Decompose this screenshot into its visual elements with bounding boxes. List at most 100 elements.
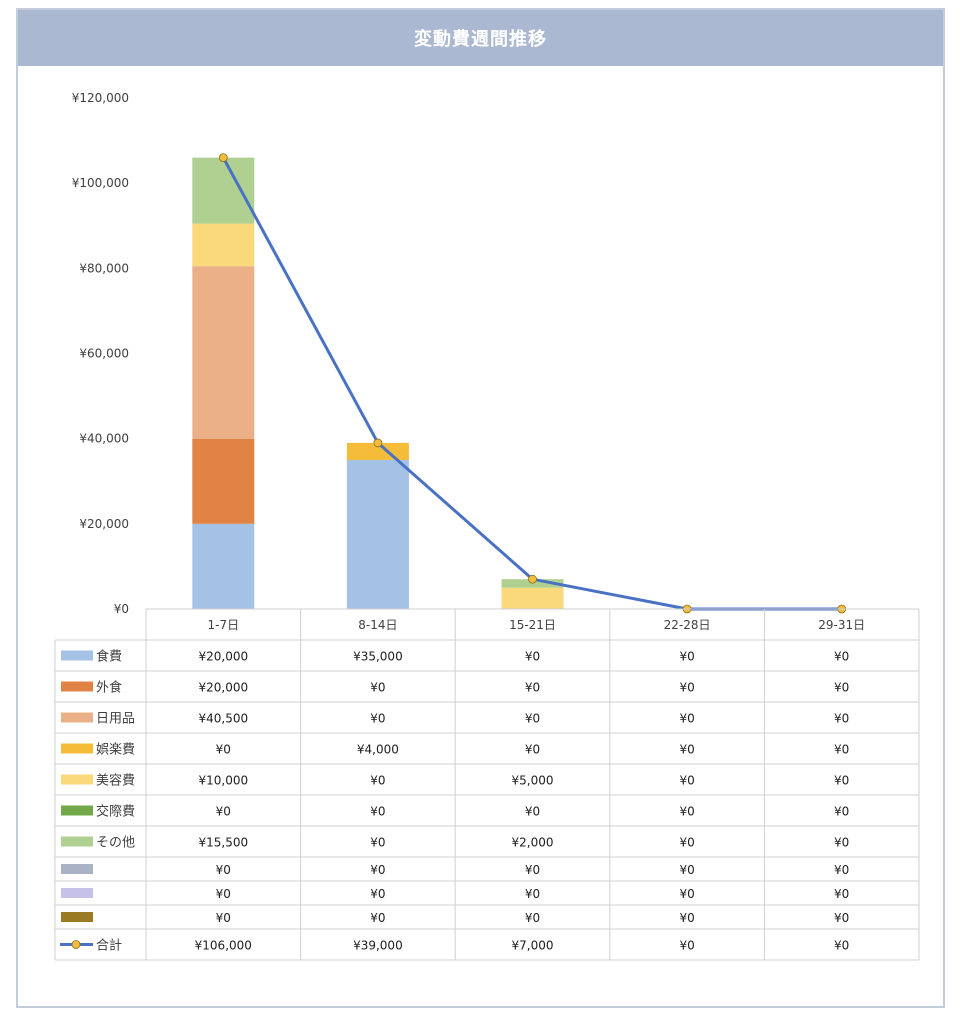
table-cell: ¥0 bbox=[525, 863, 540, 877]
table-cell: ¥0 bbox=[370, 911, 385, 925]
table-cell: ¥0 bbox=[679, 650, 694, 664]
x-tick-label: 29-31日 bbox=[818, 618, 865, 632]
y-tick-label: ¥80,000 bbox=[79, 261, 129, 275]
total-line bbox=[221, 156, 842, 611]
table-cell: ¥40,500 bbox=[198, 712, 248, 726]
table-cell: ¥0 bbox=[370, 805, 385, 819]
table-cell: ¥0 bbox=[525, 887, 540, 901]
y-tick-label: ¥40,000 bbox=[79, 432, 129, 446]
chart-frame: 変動費週間推移 bbox=[16, 8, 945, 1008]
table-cell: ¥0 bbox=[370, 681, 385, 695]
table-cell: ¥0 bbox=[679, 743, 694, 757]
table-cell: ¥20,000 bbox=[198, 681, 248, 695]
table-cell: ¥0 bbox=[370, 863, 385, 877]
table-cell: ¥7,000 bbox=[512, 939, 554, 953]
legend-key bbox=[61, 888, 93, 898]
legend-key bbox=[61, 774, 93, 785]
table-cell: ¥0 bbox=[216, 805, 231, 819]
total-point bbox=[373, 438, 383, 448]
bar-segment bbox=[346, 459, 409, 609]
x-tick-label: 15-21日 bbox=[509, 618, 556, 632]
table-cell: ¥0 bbox=[525, 805, 540, 819]
table-cell: ¥0 bbox=[216, 887, 231, 901]
table-cell: ¥0 bbox=[525, 712, 540, 726]
table-cell: ¥35,000 bbox=[353, 650, 403, 664]
bar-segment bbox=[192, 438, 255, 524]
table-cell: ¥0 bbox=[525, 650, 540, 664]
table-cell: ¥0 bbox=[679, 887, 694, 901]
table-cell: ¥0 bbox=[834, 911, 849, 925]
legend-label: 外食 bbox=[96, 680, 122, 696]
x-tick-label: 8-14日 bbox=[358, 618, 397, 632]
table-cell: ¥4,000 bbox=[357, 743, 399, 757]
table-cell: ¥0 bbox=[216, 743, 231, 757]
table-cell: ¥0 bbox=[834, 863, 849, 877]
table-cell: ¥0 bbox=[525, 743, 540, 757]
table-cell: ¥0 bbox=[679, 774, 694, 788]
legend-label: 合計 bbox=[96, 938, 122, 954]
y-tick-label: ¥60,000 bbox=[79, 347, 129, 361]
table-cell: ¥0 bbox=[370, 712, 385, 726]
table-cell: ¥0 bbox=[834, 774, 849, 788]
table-cell: ¥0 bbox=[525, 681, 540, 695]
table-cell: ¥0 bbox=[834, 887, 849, 901]
table-cell: ¥0 bbox=[834, 743, 849, 757]
table-cell: ¥0 bbox=[834, 939, 849, 953]
y-tick-label: ¥100,000 bbox=[72, 176, 129, 190]
legend-label: 娯楽費 bbox=[96, 742, 135, 758]
legend-key bbox=[61, 805, 93, 816]
table-cell: ¥0 bbox=[679, 863, 694, 877]
table-cell: ¥0 bbox=[679, 681, 694, 695]
bar-segment bbox=[192, 157, 255, 224]
table-cell: ¥15,500 bbox=[198, 836, 248, 850]
table-cell: ¥0 bbox=[834, 836, 849, 850]
table-cell: ¥0 bbox=[679, 836, 694, 850]
table-cell: ¥0 bbox=[216, 863, 231, 877]
table-cell: ¥0 bbox=[834, 650, 849, 664]
table-cell: ¥0 bbox=[834, 681, 849, 695]
chart-title: 変動費週間推移 bbox=[414, 29, 547, 50]
table-cell: ¥0 bbox=[679, 805, 694, 819]
y-tick-label: ¥120,000 bbox=[72, 91, 129, 105]
table-cell: ¥39,000 bbox=[353, 939, 403, 953]
bar-segment bbox=[192, 523, 255, 609]
table-cell: ¥2,000 bbox=[512, 836, 554, 850]
y-tick-label: ¥20,000 bbox=[79, 517, 129, 531]
table-cell: ¥0 bbox=[834, 712, 849, 726]
legend-key bbox=[61, 681, 93, 692]
legend-label: 食費 bbox=[96, 649, 122, 665]
legend-label: 美容費 bbox=[96, 773, 135, 789]
table-cell: ¥0 bbox=[370, 774, 385, 788]
legend-key bbox=[61, 864, 93, 874]
table-cell: ¥0 bbox=[370, 887, 385, 901]
table-cell: ¥0 bbox=[370, 836, 385, 850]
table-cell: ¥0 bbox=[679, 911, 694, 925]
title-bar: 変動費週間推移 bbox=[18, 10, 943, 66]
legend-label: 交際費 bbox=[96, 804, 135, 820]
table-cell: ¥106,000 bbox=[195, 939, 252, 953]
legend-key-marker bbox=[71, 940, 81, 949]
x-tick-label: 22-28日 bbox=[664, 618, 711, 632]
y-tick-label: ¥0 bbox=[114, 602, 129, 616]
legend-key bbox=[61, 743, 93, 754]
legend-label: 日用品 bbox=[96, 712, 135, 727]
legend-key bbox=[61, 912, 93, 922]
legend-key bbox=[61, 650, 93, 661]
bar-segment bbox=[192, 223, 255, 267]
table-cell: ¥20,000 bbox=[198, 650, 248, 664]
table-cell: ¥5,000 bbox=[512, 774, 554, 788]
table-cell: ¥0 bbox=[834, 805, 849, 819]
table-cell: ¥0 bbox=[525, 911, 540, 925]
total-point bbox=[218, 153, 228, 163]
x-tick-label: 1-7日 bbox=[207, 618, 239, 632]
legend-key bbox=[61, 836, 93, 847]
bar-segment bbox=[192, 266, 255, 439]
bar-segment bbox=[501, 587, 564, 609]
total-point bbox=[528, 574, 537, 584]
table-cell: ¥10,000 bbox=[198, 774, 248, 788]
table-cell: ¥0 bbox=[679, 939, 694, 953]
legend-label: その他 bbox=[96, 836, 135, 851]
table-cell: ¥0 bbox=[679, 712, 694, 726]
legend-key bbox=[61, 712, 93, 723]
